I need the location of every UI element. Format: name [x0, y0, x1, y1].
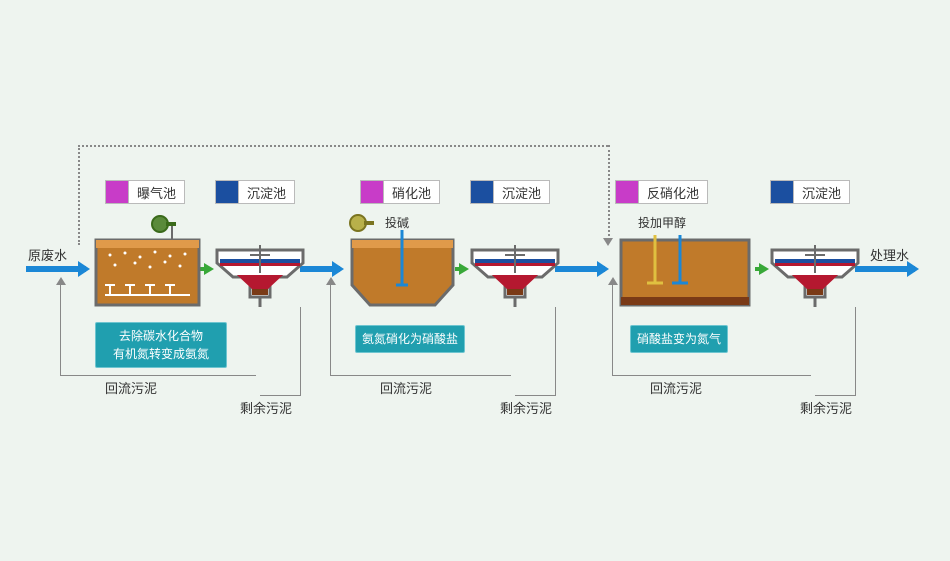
flow-arrow-out: [855, 266, 915, 272]
recycle-line-horizontal: [78, 145, 608, 147]
recycle-line-vertical-left: [78, 145, 80, 245]
waste-sludge-line-2: [515, 307, 556, 396]
add-methanol-label: 投加甲醇: [638, 214, 686, 231]
swatch-blue: [471, 181, 494, 203]
legend-denitrification: 反硝化池: [615, 180, 708, 204]
process-flow-diagram: { "canvas":{"width":950,"height":561,"ba…: [0, 0, 950, 561]
return-sludge-label-3: 回流污泥: [650, 378, 702, 397]
legend-label: 曝气池: [129, 183, 184, 202]
waste-sludge-line-3: [815, 307, 856, 396]
swatch-magenta: [616, 181, 639, 203]
legend-label: 沉淀池: [794, 183, 849, 202]
blower-icon: [150, 214, 180, 239]
recycle-arrowhead-icon: [603, 238, 613, 251]
flow-arrow-green-3: [755, 267, 765, 271]
flow-arrow-2-3: [555, 266, 605, 272]
dosing-pump-icon: [348, 213, 378, 235]
swatch-blue: [216, 181, 239, 203]
excess-sludge-label-2: 剩余污泥: [500, 398, 552, 417]
swatch-magenta: [106, 181, 129, 203]
legend-label: 硝化池: [384, 183, 439, 202]
recycle-line-vertical-right: [608, 145, 610, 240]
swatch-magenta: [361, 181, 384, 203]
outflow-label: 处理水: [870, 245, 909, 264]
return-sludge-label-1: 回流污泥: [105, 378, 157, 397]
flow-arrow-green-2: [455, 267, 465, 271]
legend-label: 沉淀池: [494, 183, 549, 202]
legend-settler-1: 沉淀池: [215, 180, 295, 204]
excess-sludge-label-3: 剩余污泥: [800, 398, 852, 417]
legend-nitrification: 硝化池: [360, 180, 440, 204]
legend-settler-3: 沉淀池: [770, 180, 850, 204]
swatch-blue: [771, 181, 794, 203]
legend-aeration: 曝气池: [105, 180, 185, 204]
return-sludge-line-2: [330, 280, 511, 376]
return-sludge-label-2: 回流污泥: [380, 378, 432, 397]
return-sludge-line-1: [60, 280, 256, 376]
excess-sludge-label-1: 剩余污泥: [240, 398, 292, 417]
legend-label: 沉淀池: [239, 183, 294, 202]
legend-settler-2: 沉淀池: [470, 180, 550, 204]
add-alkali-label: 投碱: [385, 214, 409, 231]
inflow-label: 原废水: [28, 245, 67, 264]
legend-label: 反硝化池: [639, 183, 707, 202]
waste-sludge-line-1: [260, 307, 301, 396]
flow-arrow-green-1: [200, 267, 210, 271]
return-sludge-line-3: [612, 280, 811, 376]
